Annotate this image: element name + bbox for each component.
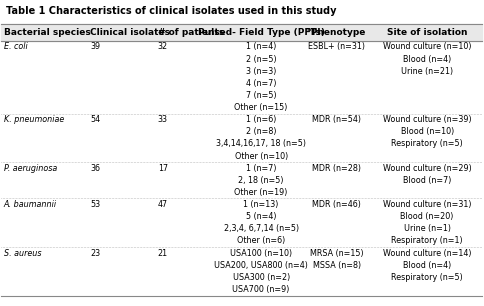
Text: 17: 17 bbox=[157, 164, 167, 173]
Bar bbox=[1, 24, 482, 41]
Text: Respiratory (n=5): Respiratory (n=5) bbox=[391, 273, 462, 282]
Text: MDR (n=54): MDR (n=54) bbox=[312, 115, 361, 124]
Text: 3,4,14,16,17, 18 (n=5): 3,4,14,16,17, 18 (n=5) bbox=[216, 140, 305, 148]
Text: 3 (n=3): 3 (n=3) bbox=[245, 67, 276, 76]
Text: Site of isolation: Site of isolation bbox=[386, 28, 467, 37]
Text: MSSA (n=8): MSSA (n=8) bbox=[312, 261, 360, 270]
Text: 33: 33 bbox=[157, 115, 167, 124]
Text: MDR (n=46): MDR (n=46) bbox=[312, 200, 361, 209]
Text: 23: 23 bbox=[90, 248, 100, 258]
Text: A. baumannii: A. baumannii bbox=[4, 200, 57, 209]
Text: # of patients: # of patients bbox=[157, 28, 224, 37]
Text: Blood (n=10): Blood (n=10) bbox=[400, 127, 453, 136]
Text: 47: 47 bbox=[157, 200, 167, 209]
Text: Wound culture (n=39): Wound culture (n=39) bbox=[382, 115, 470, 124]
Text: USA700 (n=9): USA700 (n=9) bbox=[232, 285, 289, 294]
Text: 1 (n=13): 1 (n=13) bbox=[243, 200, 278, 209]
Text: Pulsed- Field Type (PFTs): Pulsed- Field Type (PFTs) bbox=[197, 28, 324, 37]
Text: S. aureus: S. aureus bbox=[4, 248, 41, 258]
Text: USA300 (n=2): USA300 (n=2) bbox=[232, 273, 289, 282]
Text: Respiratory (n=1): Respiratory (n=1) bbox=[391, 237, 462, 245]
Text: 21: 21 bbox=[157, 248, 167, 258]
Text: E. coli: E. coli bbox=[4, 42, 28, 51]
Text: Blood (n=4): Blood (n=4) bbox=[402, 54, 450, 64]
Text: 2 (n=8): 2 (n=8) bbox=[245, 127, 276, 136]
Text: Clinical isolates: Clinical isolates bbox=[90, 28, 170, 37]
Text: Bacterial species: Bacterial species bbox=[4, 28, 91, 37]
Text: 7 (n=5): 7 (n=5) bbox=[245, 91, 276, 100]
Text: 1 (n=6): 1 (n=6) bbox=[245, 115, 276, 124]
Text: Other (n=15): Other (n=15) bbox=[234, 103, 287, 112]
Text: Respiratory (n=5): Respiratory (n=5) bbox=[391, 140, 462, 148]
Text: 53: 53 bbox=[90, 200, 100, 209]
Text: 54: 54 bbox=[90, 115, 100, 124]
Text: Wound culture (n=10): Wound culture (n=10) bbox=[382, 42, 470, 51]
Text: 36: 36 bbox=[90, 164, 100, 173]
Text: 32: 32 bbox=[157, 42, 167, 51]
Text: ESBL+ (n=31): ESBL+ (n=31) bbox=[308, 42, 364, 51]
Text: Blood (n=20): Blood (n=20) bbox=[400, 212, 453, 221]
Text: MDR (n=28): MDR (n=28) bbox=[312, 164, 361, 173]
Text: *Phenotype: *Phenotype bbox=[307, 28, 366, 37]
Text: USA200, USA800 (n=4): USA200, USA800 (n=4) bbox=[214, 261, 307, 270]
Text: Other (n=10): Other (n=10) bbox=[234, 151, 287, 161]
Text: Wound culture (n=29): Wound culture (n=29) bbox=[382, 164, 470, 173]
Text: Blood (n=4): Blood (n=4) bbox=[402, 261, 450, 270]
Text: Table 1 Characteristics of clinical isolates used in this study: Table 1 Characteristics of clinical isol… bbox=[6, 6, 336, 16]
Text: Other (n=6): Other (n=6) bbox=[237, 237, 285, 245]
Text: 2,3,4, 6,7,14 (n=5): 2,3,4, 6,7,14 (n=5) bbox=[223, 224, 298, 233]
Text: Urine (n=1): Urine (n=1) bbox=[403, 224, 450, 233]
Text: K. pneumoniae: K. pneumoniae bbox=[4, 115, 64, 124]
Text: USA100 (n=10): USA100 (n=10) bbox=[229, 248, 292, 258]
Text: 2 (n=5): 2 (n=5) bbox=[245, 54, 276, 64]
Text: 39: 39 bbox=[90, 42, 100, 51]
Text: Wound culture (n=31): Wound culture (n=31) bbox=[382, 200, 470, 209]
Text: 5 (n=4): 5 (n=4) bbox=[245, 212, 276, 221]
Text: 4 (n=7): 4 (n=7) bbox=[245, 79, 276, 88]
Text: P. aeruginosa: P. aeruginosa bbox=[4, 164, 57, 173]
Text: 1 (n=4): 1 (n=4) bbox=[245, 42, 276, 51]
Text: 2, 18 (n=5): 2, 18 (n=5) bbox=[238, 176, 283, 185]
Text: Other (n=19): Other (n=19) bbox=[234, 188, 287, 197]
Text: Blood (n=7): Blood (n=7) bbox=[402, 176, 451, 185]
Text: Urine (n=21): Urine (n=21) bbox=[400, 67, 452, 76]
Text: 1 (n=7): 1 (n=7) bbox=[245, 164, 276, 173]
Text: MRSA (n=15): MRSA (n=15) bbox=[309, 248, 363, 258]
Text: Wound culture (n=14): Wound culture (n=14) bbox=[382, 248, 470, 258]
